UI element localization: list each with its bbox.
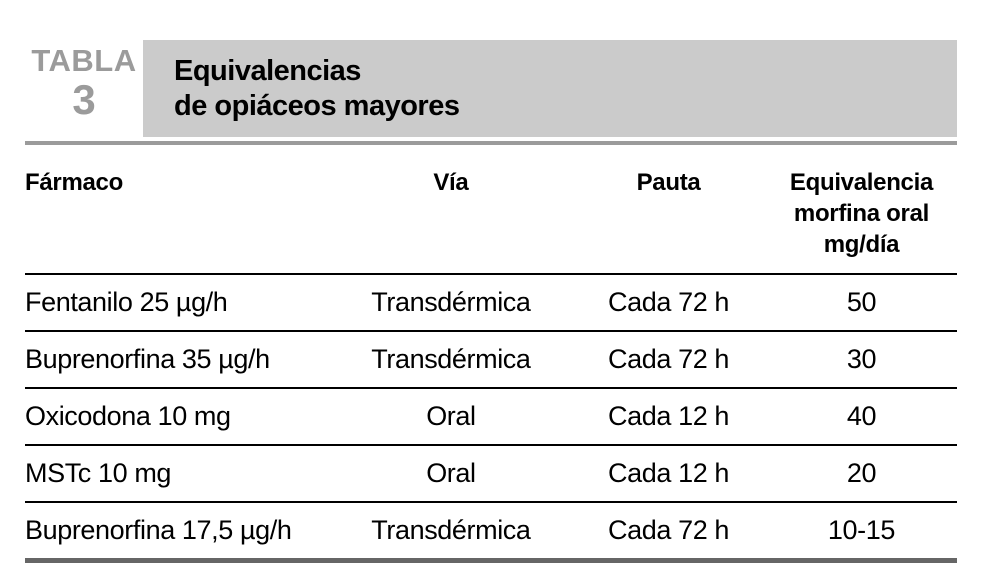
cell-equivalencia: 10-15 [827, 515, 895, 545]
cell-equivalencia: 20 [765, 445, 957, 503]
table-row: Buprenorfina 35 µg/h Transdérmica Cada 7… [25, 331, 957, 389]
bottom-rule [25, 558, 957, 563]
column-header-equivalencia: Equivalencia morfina oral mg/día [765, 167, 957, 275]
column-header-equivalencia-line-1: Equivalencia [789, 169, 934, 196]
table-label: TABLA 3 [25, 40, 143, 137]
cell-pauta: Cada 72 h [571, 274, 766, 332]
table-row: Oxicodona 10 mg Oral Cada 12 h 40 [25, 388, 957, 446]
cell-equivalencia: 30 [765, 331, 957, 389]
cell-via: Oral [330, 445, 572, 503]
cell-farmaco: Buprenorfina 17,5 µg/h [25, 515, 292, 545]
table-label-word: TABLA [31, 43, 137, 78]
column-header-equivalencia-line-2: morfina oral [793, 200, 929, 227]
header-rule [25, 141, 957, 145]
table-row: Buprenorfina 17,5 µg/h Transdérmica Cada… [25, 502, 957, 558]
cell-equivalencia: 50 [765, 274, 957, 332]
cell-farmaco: Oxicodona 10 mg [25, 388, 331, 446]
cell-pauta: Cada 72 h [608, 515, 730, 545]
column-header-pauta: Pauta [571, 167, 766, 275]
cell-via: Transdérmica [330, 274, 572, 332]
table-header-band: TABLA 3 Equivalencias de opiáceos mayore… [25, 40, 957, 137]
cell-pauta: Cada 72 h [571, 331, 766, 389]
cell-farmaco: MSTc 10 mg [25, 445, 331, 503]
cell-via: Oral [330, 388, 572, 446]
equivalence-table: Fármaco Vía Pauta Equivalencia morfina o… [25, 167, 957, 558]
cell-pauta: Cada 12 h [571, 445, 766, 503]
table-label-number: 3 [72, 76, 96, 123]
column-header-row: Fármaco Vía Pauta Equivalencia morfina o… [25, 167, 957, 275]
column-header-via: Vía [330, 167, 572, 275]
table-title-line-1: Equivalencias [174, 54, 361, 87]
cell-via: Transdérmica [371, 515, 531, 545]
cell-farmaco: Buprenorfina 35 µg/h [25, 331, 331, 389]
table-title-line-2: de opiáceos mayores [174, 89, 460, 122]
table-row: MSTc 10 mg Oral Cada 12 h 20 [25, 445, 957, 503]
cell-farmaco: Fentanilo 25 µg/h [25, 274, 331, 332]
cell-pauta: Cada 12 h [571, 388, 766, 446]
cell-equivalencia: 40 [765, 388, 957, 446]
table-row: Fentanilo 25 µg/h Transdérmica Cada 72 h… [25, 274, 957, 332]
column-header-equivalencia-line-3: mg/día [823, 231, 900, 258]
cell-via: Transdérmica [330, 331, 572, 389]
table-title-box: Equivalencias de opiáceos mayores [143, 40, 957, 137]
column-header-farmaco: Fármaco [25, 167, 331, 275]
